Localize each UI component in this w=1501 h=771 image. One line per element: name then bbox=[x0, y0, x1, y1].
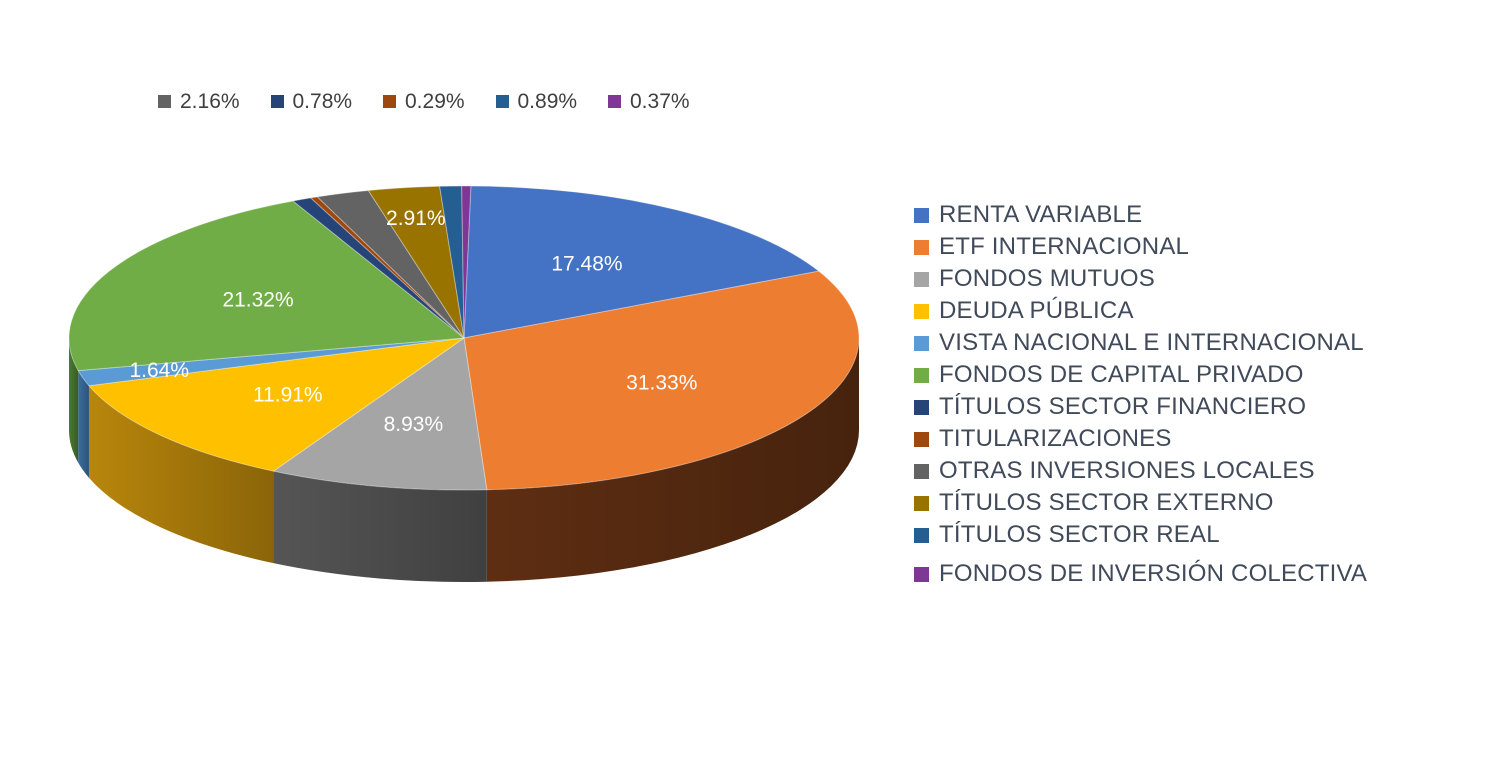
legend-swatch bbox=[914, 208, 929, 223]
legend-label: FONDOS DE INVERSIÓN COLECTIVA bbox=[939, 560, 1368, 587]
legend-item-etf-internacional: ETF INTERNACIONAL bbox=[914, 232, 1474, 262]
top-legend-label: 2.16% bbox=[180, 90, 240, 113]
legend-label: TÍTULOS SECTOR FINANCIERO bbox=[939, 393, 1307, 420]
pie-slice-otras-inversiones-locales bbox=[316, 189, 465, 339]
top-legend-swatch bbox=[270, 95, 284, 108]
pie-slice-etf-internacional bbox=[463, 270, 860, 491]
legend-item-titulos-sector-real: TÍTULOS SECTOR REAL bbox=[914, 520, 1474, 550]
pie-side-shade-fondos-mutuos bbox=[273, 471, 487, 583]
pie-side-shade-etf-internacional bbox=[486, 338, 859, 582]
pie-slice-renta-variable bbox=[463, 185, 820, 339]
top-legend-label: 0.78% bbox=[292, 90, 353, 113]
legend-swatch bbox=[914, 400, 929, 415]
data-label-titulos-sector-externo: 2.91% bbox=[386, 207, 446, 230]
legend-item-renta-variable: RENTA VARIABLE bbox=[914, 200, 1474, 230]
pie-slice-titulos-sector-real bbox=[439, 185, 465, 339]
pie-slice-titulos-sector-financiero bbox=[291, 197, 465, 339]
pie-slice-fondos-de-capital-privado bbox=[68, 200, 466, 372]
top-legend-swatch bbox=[608, 95, 621, 108]
legend-label: FONDOS DE CAPITAL PRIVADO bbox=[939, 361, 1304, 388]
legend-item-titularizaciones: TITULARIZACIONES bbox=[914, 424, 1474, 454]
legend-swatch bbox=[914, 240, 929, 255]
top-legend-swatch bbox=[158, 95, 171, 108]
top-legend-swatch bbox=[495, 95, 509, 108]
legend-item-vista-nacional-e-internacional: VISTA NACIONAL E INTERNACIONAL bbox=[914, 328, 1474, 358]
pie-side-shade-deuda-publica bbox=[88, 385, 274, 564]
legend-item-fondos-mutuos: FONDOS MUTUOS bbox=[914, 264, 1474, 294]
legend-item-fondos-de-capital-privado: FONDOS DE CAPITAL PRIVADO bbox=[914, 360, 1474, 390]
legend-swatch bbox=[914, 432, 929, 447]
pie-slice-fondos-de-inversion-colectiva bbox=[461, 185, 472, 339]
pie-side-shade-fondos-de-capital-privado bbox=[69, 338, 79, 463]
data-label-deuda-publica: 11.91% bbox=[253, 383, 323, 406]
top-legend-label: 0.37% bbox=[630, 90, 690, 113]
legend-label: DEUDA PÚBLICA bbox=[939, 297, 1134, 324]
legend-swatch bbox=[914, 304, 929, 319]
legend-swatch bbox=[914, 567, 929, 582]
legend-item-titulos-sector-financiero: TÍTULOS SECTOR FINANCIERO bbox=[914, 392, 1474, 422]
pie-slice-titularizaciones bbox=[309, 196, 465, 339]
data-label-vista-nacional-e-internacional: 1.64% bbox=[129, 359, 189, 382]
pie-slice-vista-nacional-e-internacional bbox=[77, 337, 465, 387]
legend-swatch bbox=[914, 336, 929, 351]
legend-label: FONDOS MUTUOS bbox=[939, 265, 1155, 292]
legend-item-otras-inversiones-locales: OTRAS INVERSIONES LOCALES bbox=[914, 456, 1474, 486]
top-legend-label: 0.29% bbox=[405, 90, 465, 113]
legend-item-deuda-publica: DEUDA PÚBLICA bbox=[914, 296, 1474, 326]
legend-item-fondos-de-inversion-colectiva: FONDOS DE INVERSIÓN COLECTIVA bbox=[914, 559, 1474, 589]
pie-slice-titulos-sector-externo bbox=[367, 185, 465, 339]
legend-swatch bbox=[914, 368, 929, 383]
legend-label: ETF INTERNACIONAL bbox=[939, 233, 1190, 260]
legend-label: RENTA VARIABLE bbox=[939, 201, 1143, 228]
top-legend-label: 0.89% bbox=[517, 90, 578, 113]
legend-item-titulos-sector-externo: TÍTULOS SECTOR EXTERNO bbox=[914, 488, 1474, 518]
legend-label: OTRAS INVERSIONES LOCALES bbox=[939, 457, 1315, 484]
legend-label: VISTA NACIONAL E INTERNACIONAL bbox=[939, 329, 1364, 356]
legend-swatch bbox=[914, 272, 929, 287]
pie-side-shade-vista-nacional-e-internacional bbox=[78, 370, 89, 478]
legend-label: TÍTULOS SECTOR EXTERNO bbox=[939, 489, 1274, 516]
data-label-etf-internacional: 31.33% bbox=[626, 371, 697, 394]
legend-swatch bbox=[914, 496, 929, 511]
legend-swatch bbox=[914, 528, 929, 543]
pie-slice-fondos-mutuos bbox=[272, 337, 488, 491]
legend-label: TITULARIZACIONES bbox=[939, 425, 1172, 452]
top-legend-swatch bbox=[383, 95, 396, 108]
data-label-fondos-de-capital-privado: 21.32% bbox=[222, 288, 293, 311]
data-label-fondos-mutuos: 8.93% bbox=[384, 413, 444, 436]
data-label-renta-variable: 17.48% bbox=[551, 253, 622, 276]
legend-swatch bbox=[914, 464, 929, 479]
legend-label: TÍTULOS SECTOR REAL bbox=[939, 521, 1220, 548]
pie-slice-deuda-publica bbox=[87, 337, 465, 472]
